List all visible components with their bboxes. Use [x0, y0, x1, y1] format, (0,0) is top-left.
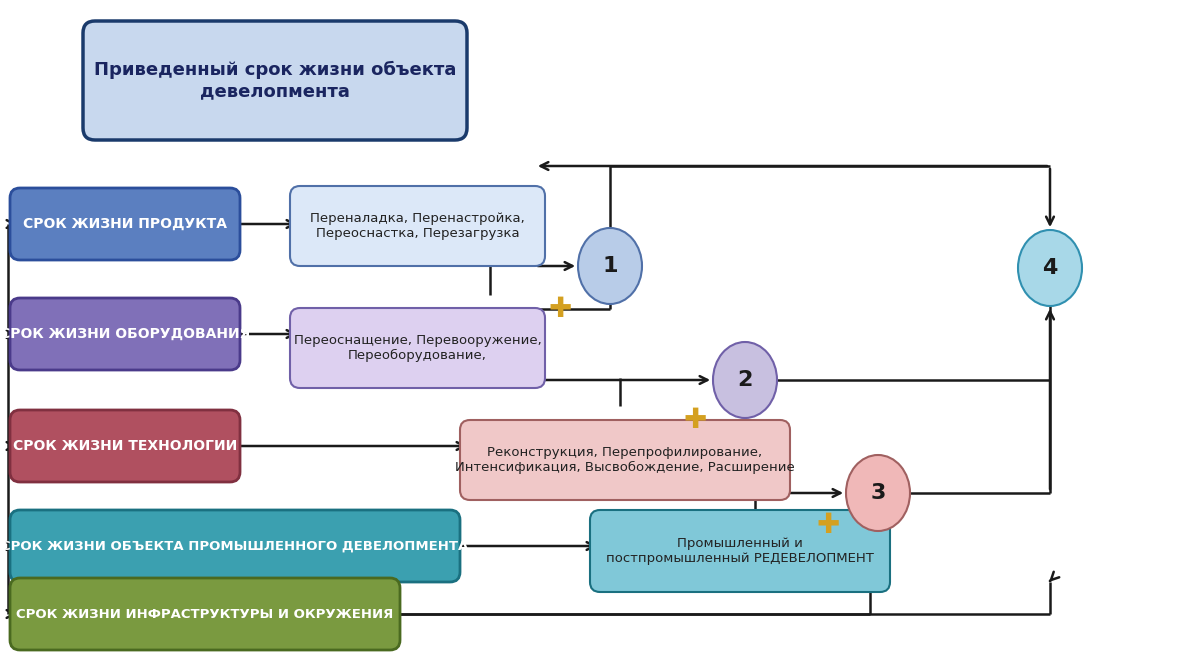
- Text: Промышленный и
постпромышленный РЕДЕВЕЛОПМЕНТ: Промышленный и постпромышленный РЕДЕВЕЛО…: [606, 537, 874, 565]
- Text: Приведенный срок жизни объекта
девелопмента: Приведенный срок жизни объекта девелопме…: [94, 61, 456, 100]
- Text: СРОК ЖИЗНИ ТЕХНОЛОГИИ: СРОК ЖИЗНИ ТЕХНОЛОГИИ: [13, 439, 238, 453]
- Text: 4: 4: [1043, 258, 1057, 278]
- FancyBboxPatch shape: [83, 21, 467, 140]
- FancyBboxPatch shape: [10, 298, 240, 370]
- FancyBboxPatch shape: [10, 510, 460, 582]
- Text: 2: 2: [737, 370, 752, 390]
- Text: ✚: ✚: [683, 406, 707, 434]
- Ellipse shape: [578, 228, 642, 304]
- FancyBboxPatch shape: [460, 420, 790, 500]
- Text: ✚: ✚: [548, 295, 571, 323]
- Text: СРОК ЖИЗНИ ПРОДУКТА: СРОК ЖИЗНИ ПРОДУКТА: [23, 217, 227, 231]
- Text: 1: 1: [602, 256, 618, 276]
- FancyBboxPatch shape: [10, 188, 240, 260]
- Text: Реконструкция, Перепрофилирование,
Интенсификация, Высвобождение, Расширение: Реконструкция, Перепрофилирование, Интен…: [455, 446, 794, 474]
- Text: СРОК ЖИЗНИ ИНФРАСТРУКТУРЫ И ОКРУЖЕНИЯ: СРОК ЖИЗНИ ИНФРАСТРУКТУРЫ И ОКРУЖЕНИЯ: [17, 607, 394, 620]
- Ellipse shape: [1018, 230, 1082, 306]
- FancyBboxPatch shape: [290, 308, 545, 388]
- Text: СРОК ЖИЗНИ ОБОРУДОВАНИЯ: СРОК ЖИЗНИ ОБОРУДОВАНИЯ: [0, 327, 250, 341]
- Text: Переоснащение, Перевооружение,
Переоборудование,: Переоснащение, Перевооружение, Переобору…: [294, 334, 541, 362]
- Ellipse shape: [713, 342, 778, 418]
- Text: СРОК ЖИЗНИ ОБЪЕКТА ПРОМЫШЛЕННОГО ДЕВЕЛОПМЕНТА: СРОК ЖИЗНИ ОБЪЕКТА ПРОМЫШЛЕННОГО ДЕВЕЛОП…: [1, 540, 469, 553]
- FancyBboxPatch shape: [10, 410, 240, 482]
- FancyBboxPatch shape: [290, 186, 545, 266]
- FancyBboxPatch shape: [590, 510, 890, 592]
- Text: 3: 3: [870, 483, 886, 503]
- Text: ✚: ✚: [816, 511, 840, 539]
- Ellipse shape: [846, 455, 910, 531]
- FancyBboxPatch shape: [10, 578, 400, 650]
- Text: Переналадка, Перенастройка,
Переоснастка, Перезагрузка: Переналадка, Перенастройка, Переоснастка…: [310, 212, 524, 240]
